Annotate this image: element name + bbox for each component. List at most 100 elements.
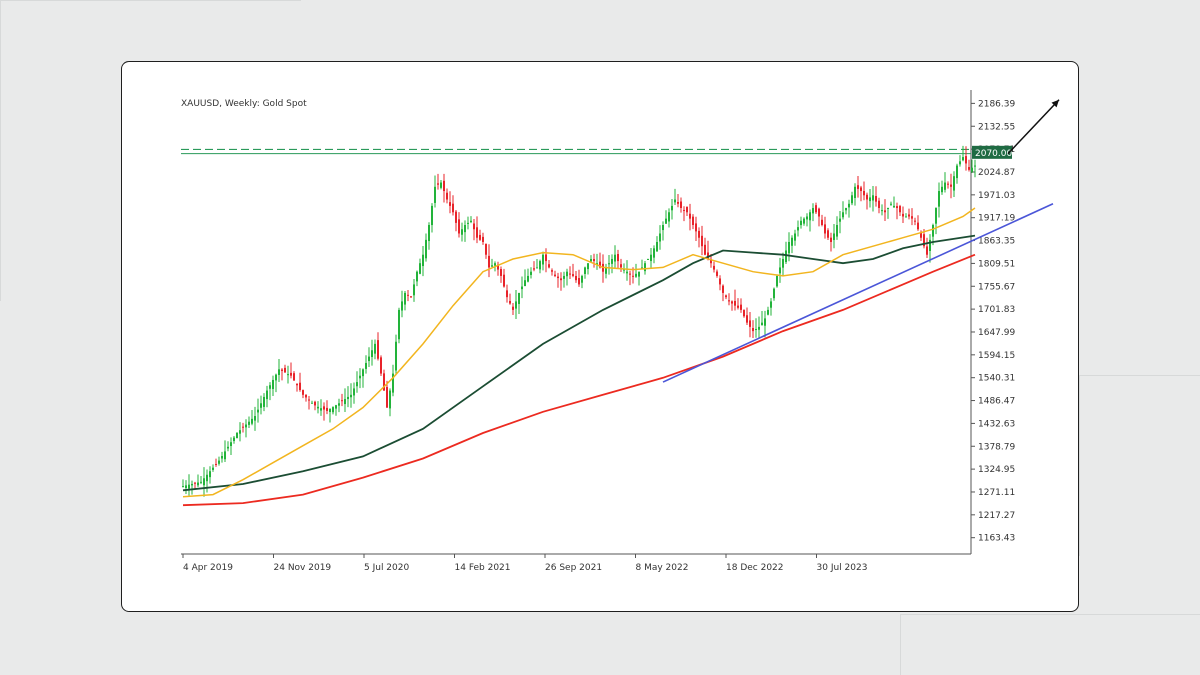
x-tick-label: 14 Feb 2021	[455, 563, 511, 573]
candle-body	[635, 273, 637, 277]
candle-body	[389, 390, 391, 409]
candle-body	[593, 258, 595, 262]
candle-body	[950, 184, 952, 187]
candle-body	[191, 483, 193, 486]
candle-body	[200, 481, 202, 483]
candle-body	[650, 254, 652, 262]
candle-body	[518, 292, 520, 304]
candle-body	[245, 424, 247, 428]
candle-body	[938, 191, 940, 207]
candle-body	[794, 233, 796, 241]
candle-body	[974, 165, 976, 167]
candle-body	[899, 206, 901, 213]
candle-body	[830, 237, 832, 242]
candle-body	[479, 234, 481, 240]
candle-body	[893, 205, 895, 208]
candle-body	[812, 208, 814, 214]
candle-body	[440, 182, 442, 188]
candle-body	[587, 263, 589, 270]
candle-body	[368, 356, 370, 362]
y-tick-label: 1271.11	[978, 488, 1015, 498]
candle-body	[800, 220, 802, 226]
candle-body	[428, 224, 430, 242]
y-tick-label: 1647.99	[978, 328, 1015, 338]
candle-body	[629, 273, 631, 275]
candle-body	[338, 403, 340, 406]
candle-body	[797, 227, 799, 231]
candle-body	[815, 205, 817, 213]
candle-body	[881, 210, 883, 212]
candle-body	[497, 264, 499, 270]
y-tick-label: 1324.95	[978, 465, 1015, 475]
candle-body	[314, 401, 316, 406]
candle-body	[611, 258, 613, 264]
candle-body	[911, 216, 913, 219]
candle-body	[761, 322, 763, 326]
candle-body	[422, 254, 424, 267]
candle-body	[356, 382, 358, 387]
candle-body	[212, 467, 214, 470]
candle-body	[401, 301, 403, 311]
candle-body	[329, 409, 331, 413]
candle-body	[545, 254, 547, 262]
candle-body	[272, 379, 274, 390]
candle-body	[551, 270, 553, 272]
moving-average-long	[182, 253, 976, 507]
candle-body	[764, 318, 766, 326]
candle-body	[263, 396, 265, 407]
candle-body	[299, 382, 301, 391]
candle-body	[278, 369, 280, 375]
candle-body	[596, 263, 598, 265]
candle-body	[620, 264, 622, 268]
direction-arrow-line	[1007, 99, 1060, 155]
candle-body	[752, 327, 754, 332]
candle-body	[515, 301, 517, 309]
candle-body	[779, 267, 781, 274]
candle-body	[677, 202, 679, 204]
candle-body	[737, 305, 739, 308]
candle-body	[605, 267, 607, 274]
candle-body	[944, 182, 946, 190]
candle-body	[383, 373, 385, 391]
chart-title: XAUUSD, Weekly: Gold Spot	[181, 99, 307, 109]
candle-body	[728, 300, 730, 302]
candle-body	[668, 212, 670, 222]
candle-body	[320, 408, 322, 411]
candle-body	[509, 300, 511, 304]
candle-body	[569, 273, 571, 275]
y-tick-label: 1594.15	[978, 351, 1015, 361]
candle-body	[470, 220, 472, 223]
candle-body	[626, 271, 628, 274]
candle-body	[758, 326, 760, 330]
y-tick-label: 1917.19	[978, 214, 1015, 224]
candle-body	[473, 223, 475, 230]
candle-body	[890, 203, 892, 205]
candle-body	[920, 232, 922, 238]
candle-body	[410, 296, 412, 298]
candle-body	[209, 471, 211, 478]
candle-body	[284, 367, 286, 373]
candle-body	[632, 275, 634, 277]
candle-body	[557, 276, 559, 279]
candle-body	[182, 486, 184, 488]
candle-body	[251, 418, 253, 424]
candle-body	[416, 271, 418, 282]
candle-body	[506, 290, 508, 298]
candle-body	[503, 274, 505, 287]
candle-body	[962, 157, 964, 161]
candle-body	[494, 263, 496, 266]
y-tick-label: 1378.79	[978, 442, 1015, 452]
candle-body	[863, 190, 865, 196]
candle-body	[188, 484, 190, 489]
x-tick-label: 5 Jul 2020	[364, 563, 409, 573]
candle-body	[554, 274, 556, 276]
candle-body	[548, 264, 550, 268]
candle-body	[308, 399, 310, 401]
price-tag	[972, 145, 1012, 159]
candle-body	[773, 288, 775, 299]
candle-body	[770, 301, 772, 308]
moving-average-mid	[182, 234, 976, 492]
candle-body	[599, 261, 601, 268]
candle-body	[443, 180, 445, 192]
candle-body	[791, 237, 793, 246]
